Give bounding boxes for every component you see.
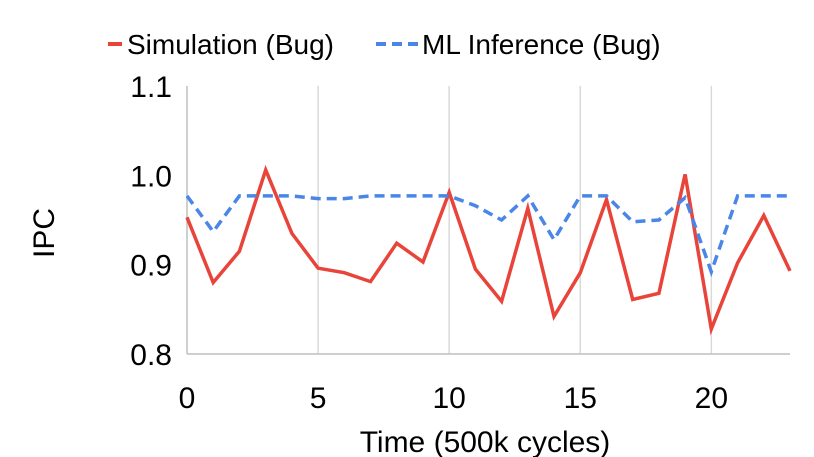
y-tick-label-0.8: 0.8 xyxy=(130,339,172,372)
x-tick-labels: 0 5 10 15 20 xyxy=(179,382,728,415)
x-tick-label-20: 20 xyxy=(695,382,728,415)
series-line-simulation xyxy=(185,164,792,336)
series-line-ml-inference xyxy=(185,193,790,278)
axes xyxy=(186,86,790,355)
x-tick-label-0: 0 xyxy=(179,382,196,415)
legend-label-simulation: Simulation (Bug) xyxy=(127,29,334,60)
y-tick-label-0.9: 0.9 xyxy=(130,250,172,283)
y-tick-label-1.0: 1.0 xyxy=(130,160,172,193)
y-axis-title: IPC xyxy=(28,208,61,258)
x-tick-label-15: 15 xyxy=(564,382,597,415)
y-tick-label-1.1: 1.1 xyxy=(130,71,172,104)
y-tick-labels: 0.8 0.9 1.0 1.1 xyxy=(130,71,172,372)
x-axis-title: Time (500k cycles) xyxy=(360,426,611,457)
x-tick-label-10: 10 xyxy=(432,382,465,415)
legend: Simulation (Bug) ML Inference (Bug) xyxy=(108,29,661,60)
series-lines xyxy=(185,164,792,336)
gridlines xyxy=(317,86,713,354)
x-tick-label-5: 5 xyxy=(310,382,327,415)
legend-label-ml-inference: ML Inference (Bug) xyxy=(422,29,661,60)
